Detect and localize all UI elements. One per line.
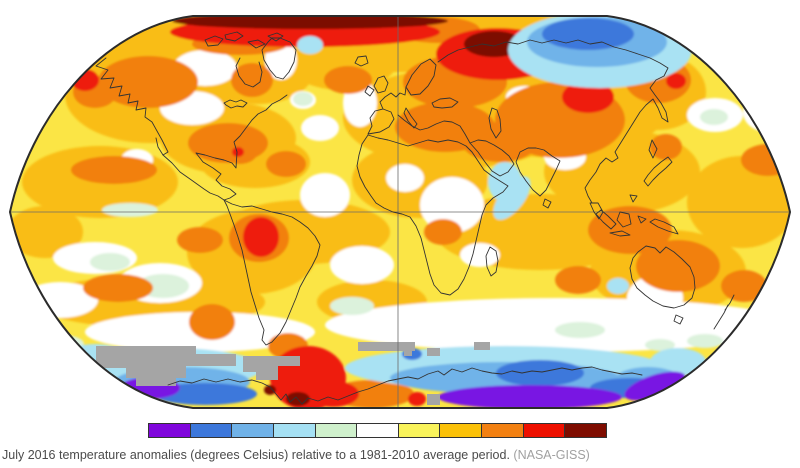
- color-scale-cell: [273, 424, 316, 437]
- color-scale-cell: [565, 424, 607, 437]
- figure-source: (NASA-GISS): [513, 448, 590, 462]
- coastlines: [95, 31, 735, 405]
- no-data-areas: [96, 342, 490, 405]
- color-scale-cell: [482, 424, 524, 437]
- map-outline: [8, 15, 792, 409]
- color-scale-cell: [523, 424, 566, 437]
- color-scale-cell: [398, 424, 441, 437]
- color-scale-cell: [149, 424, 191, 437]
- figure-caption-text: July 2016 temperature anomalies (degrees…: [2, 448, 510, 462]
- graticule: [10, 16, 790, 408]
- color-scale-cell: [440, 424, 483, 437]
- color-scale-cell: [357, 424, 399, 437]
- color-scale-cell: [315, 424, 358, 437]
- world-anomaly-map: [8, 15, 792, 409]
- color-scale-bar: [148, 423, 607, 438]
- color-scale-cell: [190, 424, 233, 437]
- anomaly-field: [10, 16, 790, 408]
- figure-caption: July 2016 temperature anomalies (degrees…: [2, 448, 798, 463]
- color-scale-cell: [232, 424, 274, 437]
